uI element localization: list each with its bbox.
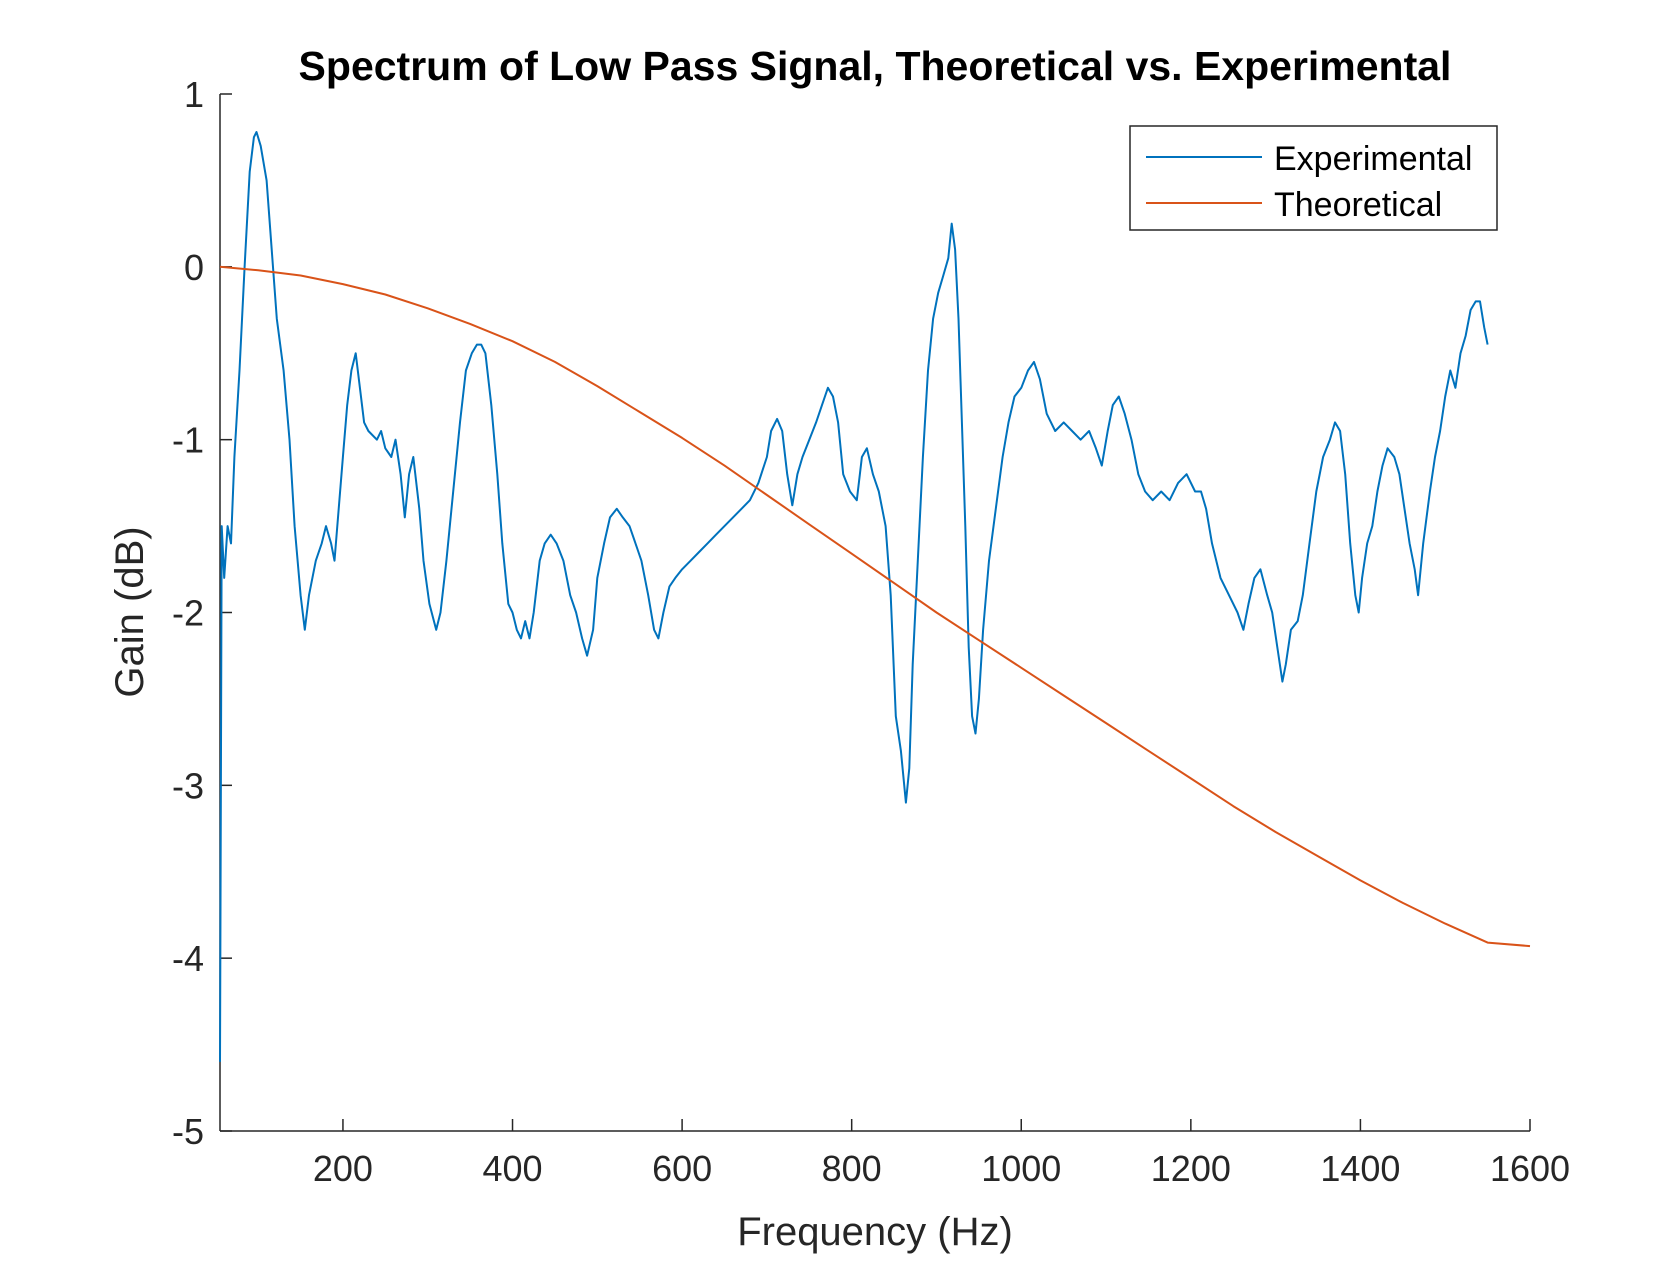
x-axis-label: Frequency (Hz)	[737, 1210, 1013, 1254]
y-tick-label: -4	[172, 938, 204, 979]
x-tick-label: 1000	[981, 1148, 1061, 1189]
y-tick-label: -3	[172, 765, 204, 806]
y-tick-label: -2	[172, 593, 204, 634]
x-tick-label: 800	[822, 1148, 882, 1189]
y-tick-label: -1	[172, 420, 204, 461]
legend-label-theoretical: Theoretical	[1274, 186, 1442, 224]
y-axis-label: Gain (dB)	[108, 526, 152, 697]
chart-title: Spectrum of Low Pass Signal, Theoretical…	[299, 43, 1452, 89]
legend: Experimental Theoretical	[1130, 126, 1497, 230]
x-tick-label: 200	[313, 1148, 373, 1189]
x-tick-label: 1600	[1490, 1148, 1570, 1189]
y-tick-label: 1	[184, 74, 204, 115]
x-tick-label: 400	[482, 1148, 542, 1189]
y-tick-label: 0	[184, 247, 204, 288]
y-tick-label: -5	[172, 1111, 204, 1152]
x-tick-label: 1400	[1320, 1148, 1400, 1189]
x-tick-label: 600	[652, 1148, 712, 1189]
legend-label-experimental: Experimental	[1274, 140, 1472, 178]
x-tick-label: 1200	[1151, 1148, 1231, 1189]
